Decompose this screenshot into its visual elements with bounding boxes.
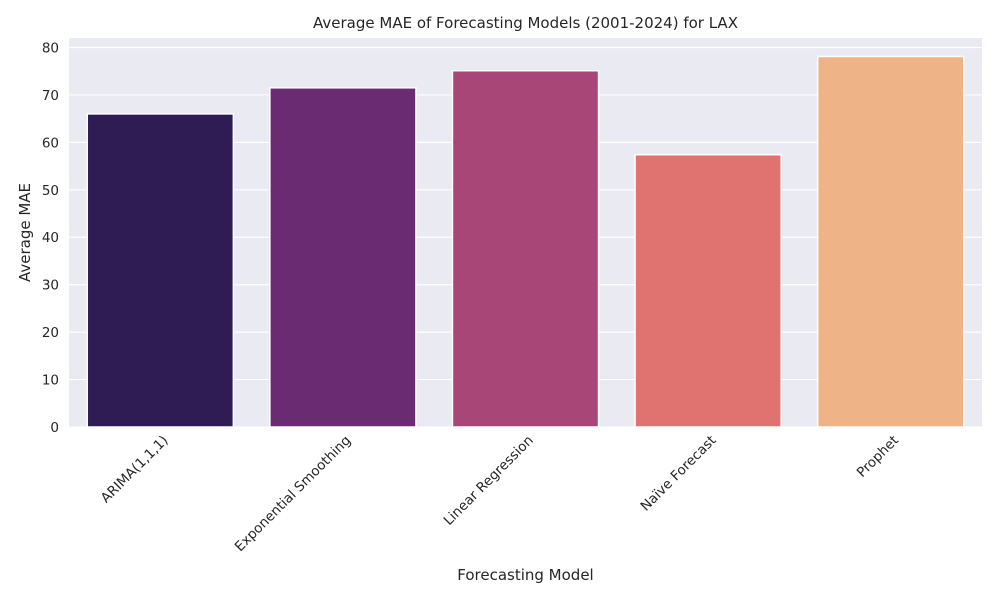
y-tick-label: 30 (42, 278, 59, 294)
x-tick-label: Exponential Smoothing (232, 433, 354, 555)
bar (451, 69, 600, 428)
x-tick-label: ARIMA(1,1,1) (98, 433, 172, 507)
x-tick-labels: ARIMA(1,1,1) Exponential Smoothing Linear … (98, 433, 902, 555)
y-tick-label: 70 (42, 88, 59, 104)
x-tick-label: Prophet (854, 433, 902, 481)
y-tick-label: 60 (42, 135, 59, 151)
y-tick-label: 0 (50, 420, 59, 436)
bar (86, 113, 235, 428)
bar (816, 55, 965, 428)
y-axis-label: Average MAE (16, 183, 34, 282)
x-tick-label: Naïve Forecast (637, 433, 719, 515)
y-tick-label: 50 (42, 183, 59, 199)
y-tick-labels: 0 10 20 30 40 50 60 70 80 (42, 40, 59, 436)
y-tick-label: 10 (42, 373, 59, 389)
bar (269, 87, 417, 428)
x-tick-label: Linear Regression (441, 433, 537, 529)
y-tick-label: 40 (42, 230, 59, 246)
y-tick-label: 20 (42, 325, 59, 341)
x-axis-label: Forecasting Model (457, 566, 593, 584)
chart-title: Average MAE of Forecasting Models (2001-… (313, 14, 738, 32)
bar (634, 153, 782, 428)
y-tick-label: 80 (42, 40, 59, 56)
bars (86, 55, 965, 428)
